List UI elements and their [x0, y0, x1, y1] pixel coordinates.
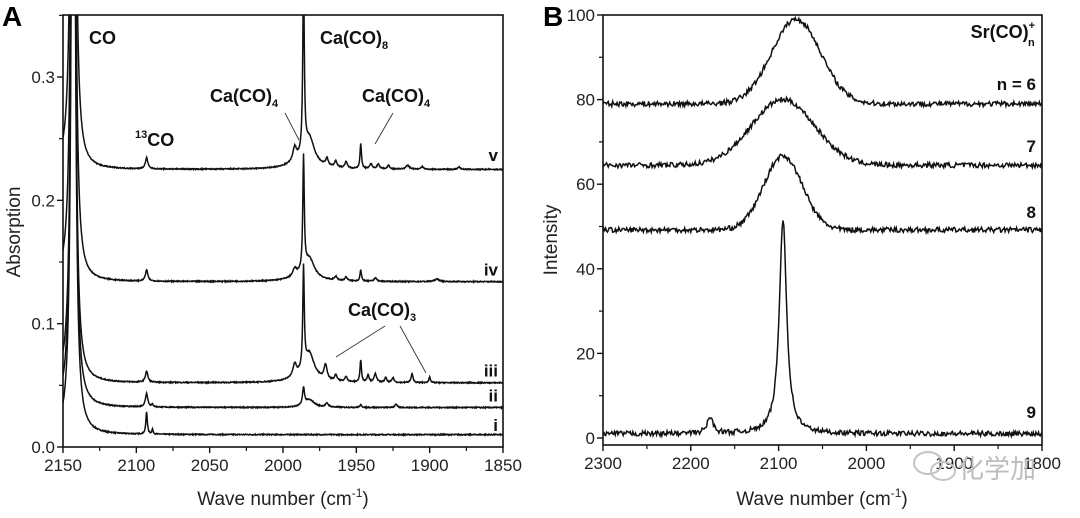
x-tick-label: 2150: [44, 456, 82, 475]
panel-b-y-axis-title: Intensity: [541, 204, 562, 275]
annotation-main: CO: [89, 28, 116, 48]
x-title-sup: -1: [352, 486, 363, 500]
legend-title-main: Sr(CO): [971, 22, 1029, 42]
x-tick-label: 2000: [264, 456, 302, 475]
annotation-sub: 4: [272, 98, 279, 110]
series-label-iii: iii: [484, 362, 498, 381]
series-line-v: [63, 15, 503, 172]
annotation-label: 13CO: [135, 129, 174, 150]
x-tick-label: 2100: [760, 454, 798, 473]
annotation-sub: 3: [410, 312, 416, 324]
series-label-i: i: [493, 416, 498, 435]
series-line-n9: [603, 220, 1042, 439]
y-tick-label: 80: [576, 91, 595, 110]
x-title-main: Wave number (cm: [197, 489, 352, 510]
annotation-label: CO: [89, 28, 116, 48]
x-title-sup: -1: [891, 486, 902, 500]
watermark: 化学加: [913, 451, 1036, 485]
panel-a-y-axis: 0.0 0.1 0.2 0.3: [31, 14, 63, 457]
annotation-label: Ca(CO)4: [210, 86, 279, 110]
x-tick-label: 1900: [411, 456, 449, 475]
x-tick-label: 1850: [484, 456, 522, 475]
series-line-n7: [603, 95, 1042, 171]
series-label-v: v: [489, 146, 499, 165]
series-line-iii: [63, 15, 503, 385]
x-tick-label: 2050: [191, 456, 229, 475]
y-tick-label: 100: [567, 6, 595, 25]
annotation-main: CO: [147, 130, 174, 150]
series-label: 9: [1027, 403, 1036, 422]
panel-a-x-axis: 2150 2100 2050 2000 1950 1900 1850: [44, 447, 522, 475]
annotation-pointer: [335, 325, 386, 358]
x-title-close: ): [901, 489, 907, 510]
y-tick-label: 40: [576, 260, 595, 279]
series-label: n = 6: [997, 75, 1036, 94]
annotation-pointer: [374, 112, 394, 145]
wechat-icon: [913, 451, 956, 481]
series-line-n8: [603, 153, 1042, 236]
series-label: 7: [1027, 137, 1036, 156]
panel-letter-b: B: [543, 1, 563, 32]
panel-b-series: [603, 15, 1042, 439]
legend-title-sub: n: [1028, 37, 1035, 49]
x-title-close: ): [362, 489, 368, 510]
annotation-label: Ca(CO)8: [320, 28, 388, 52]
annotation-main: Ca(CO): [210, 86, 272, 106]
panel-b-x-axis: 2300 2200 2100 2000 1900 1800: [584, 445, 1061, 473]
panel-b-series-labels: n = 6 7 8 9: [997, 75, 1036, 422]
annotation-label: Ca(CO)3: [348, 300, 416, 324]
annotation-pointer: [399, 325, 427, 374]
annotation-main: Ca(CO): [320, 28, 382, 48]
watermark-text: 化学加: [958, 455, 1036, 485]
x-title-main: Wave number (cm: [736, 489, 891, 510]
legend-title-sup: +: [1029, 20, 1035, 32]
legend-title: Sr(CO)+ n: [971, 20, 1035, 49]
y-tick-label: 0.2: [31, 191, 55, 210]
x-tick-label: 2000: [847, 454, 885, 473]
series-label-iv: iv: [484, 261, 499, 280]
x-tick-label: 2200: [672, 454, 710, 473]
panel-b-y-axis: 0 20 40 60 80 100: [567, 6, 603, 448]
x-tick-label: 1900: [935, 454, 973, 473]
series-line-n6: [603, 15, 1042, 110]
panel-a-x-axis-title: Wave number (cm-1): [197, 486, 369, 510]
panel-a-y-axis-title: Absorption: [4, 187, 25, 278]
y-tick-label: 0: [586, 429, 595, 448]
annotation-sub: 8: [382, 40, 388, 52]
panel-letter-a: A: [2, 1, 22, 32]
y-tick-label: 0.1: [31, 315, 55, 334]
series-line-ii: [63, 15, 503, 410]
annotation-main: Ca(CO): [362, 86, 424, 106]
y-tick-label: 0.3: [31, 68, 55, 87]
y-tick-label: 60: [576, 175, 595, 194]
x-tick-label: 2100: [117, 456, 155, 475]
series-label-ii: ii: [489, 386, 498, 405]
y-tick-label: 0.0: [31, 438, 55, 457]
panel-b: B 2300 2200 2100 2000 1900 1800 020406080100 …: [541, 1, 1061, 510]
annotation-sup: 13: [135, 129, 147, 141]
series-label: 8: [1027, 203, 1036, 222]
annotation-pointer: [284, 112, 300, 141]
x-tick-label: 2300: [584, 454, 622, 473]
x-tick-label: 1800: [1023, 454, 1061, 473]
annotation-label: Ca(CO)4: [362, 86, 431, 110]
annotation-sub: 4: [424, 98, 431, 110]
y-tick-label: 20: [576, 344, 595, 363]
series-line-iv: [63, 15, 503, 284]
series-line-i: [63, 15, 503, 438]
x-tick-label: 1950: [337, 456, 375, 475]
panel-b-x-axis-title: Wave number (cm-1): [736, 486, 908, 510]
annotation-main: Ca(CO): [348, 300, 410, 320]
